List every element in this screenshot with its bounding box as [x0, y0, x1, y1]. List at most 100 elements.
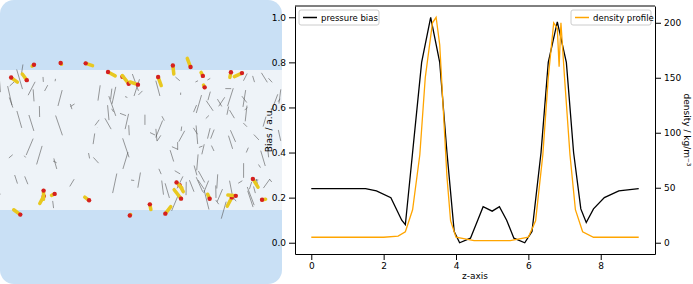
y-axis: 0.00.20.40.60.81.0 — [272, 7, 296, 255]
lipid-tail — [243, 74, 247, 81]
lipid-tail — [28, 82, 35, 95]
lipid-tail — [196, 95, 201, 113]
oxygen-atom — [136, 82, 140, 86]
tick: 100 — [655, 128, 681, 138]
lipid-tail — [162, 116, 164, 120]
tick-label: 2 — [381, 261, 387, 271]
tick: 0 — [655, 238, 670, 248]
oxygen-atom — [106, 70, 110, 74]
tick: 0.0 — [272, 238, 295, 248]
lipid-tail — [216, 200, 219, 204]
lipid-tail — [206, 115, 209, 118]
lipid-tail — [111, 89, 112, 100]
oxygen-atom — [83, 61, 87, 65]
lipid-tail — [217, 189, 222, 202]
tick: 0.8 — [272, 58, 295, 68]
lipid-tail — [194, 105, 197, 112]
oxygen-atom — [207, 197, 211, 201]
lipid-tail — [156, 120, 163, 137]
plot-area — [311, 17, 638, 242]
oxygen-atom — [25, 78, 29, 82]
tick-label: 50 — [664, 183, 676, 193]
oxygen-atom — [9, 75, 13, 79]
tick-mark — [311, 254, 312, 260]
lipid-tail — [258, 165, 260, 168]
tick: 50 — [655, 183, 676, 193]
tick-label: 4 — [454, 261, 460, 271]
lipid-tail — [24, 156, 25, 158]
membrane-region — [0, 70, 282, 210]
lipid-tail — [197, 154, 198, 170]
lipid-tail — [138, 91, 142, 95]
legend-label: pressure bias — [321, 13, 378, 23]
lipid-tail — [207, 78, 210, 80]
lipid-tail — [196, 177, 202, 192]
oxygen-atom — [174, 180, 178, 184]
lipid-tail — [211, 146, 214, 151]
glycerol-molecules — [9, 58, 266, 217]
lipid-tail — [29, 115, 34, 131]
lipid-tail — [53, 161, 57, 163]
oxygen-atom — [202, 85, 206, 89]
oxygen-atom — [201, 74, 205, 78]
lipid-tail — [186, 182, 187, 195]
oxygen-atom — [240, 71, 244, 75]
lipid-tail — [56, 116, 63, 136]
lipid-tail — [165, 183, 169, 198]
tick-label: 0.8 — [272, 58, 287, 68]
oxygen-atom — [52, 192, 56, 196]
oxygen-atom — [32, 63, 36, 67]
lipid-tail — [216, 174, 218, 188]
tick: 0.4 — [272, 148, 295, 158]
lipid-tail — [128, 125, 130, 135]
legend-swatch — [575, 17, 589, 19]
lipid-tail — [177, 142, 178, 150]
lipid-tail — [228, 88, 234, 106]
tick-mark — [289, 17, 295, 18]
lipid-tail — [170, 150, 174, 161]
oxygen-atom — [163, 211, 167, 215]
lipid-tail — [263, 179, 269, 188]
tick-label: 8 — [598, 261, 604, 271]
axis-line — [295, 7, 296, 255]
legend: density profile — [571, 10, 654, 25]
lipid-tail — [238, 181, 242, 183]
lipid-tail — [25, 176, 28, 184]
tick-label: 0 — [309, 261, 315, 271]
lipid-tail — [33, 89, 35, 101]
y-axis-title: Bias / a.u. — [264, 108, 274, 153]
oxygen-atom — [229, 70, 233, 74]
tick-mark — [655, 23, 661, 24]
tick-mark — [289, 107, 295, 108]
oxygen-atom — [260, 198, 264, 202]
legend: pressure bias — [299, 10, 379, 25]
lipid-tail — [9, 155, 13, 158]
lipid-tail — [108, 105, 109, 120]
lipid-tail — [150, 133, 155, 136]
tick-label: 200 — [664, 18, 681, 28]
oxygen-atom — [18, 212, 22, 216]
lipid-tail — [144, 115, 145, 125]
lipid-tail — [208, 128, 211, 138]
lipid-tail — [194, 165, 197, 175]
oxygen-atom — [41, 188, 45, 192]
tick-mark — [456, 254, 457, 260]
tick: 4 — [454, 254, 460, 271]
x-axis-title: z-axis — [462, 271, 488, 281]
lipid-tail — [37, 146, 43, 165]
lipid-tail — [172, 147, 178, 150]
molecule-stick — [128, 213, 132, 217]
lipid-tail — [179, 131, 185, 142]
lipid-tail — [261, 73, 267, 83]
lipid-tail — [26, 139, 33, 156]
legend-swatch — [303, 17, 317, 19]
lipid-tail — [180, 93, 181, 95]
lipid-tail — [113, 174, 117, 194]
lipid-tail — [125, 114, 128, 129]
lipid-tail — [196, 125, 198, 144]
oxygen-atom — [251, 177, 255, 181]
lipid-tail — [125, 96, 127, 98]
lipid-tail — [242, 96, 247, 102]
tick: 1.0 — [272, 13, 295, 23]
lipid-tail — [159, 169, 161, 174]
